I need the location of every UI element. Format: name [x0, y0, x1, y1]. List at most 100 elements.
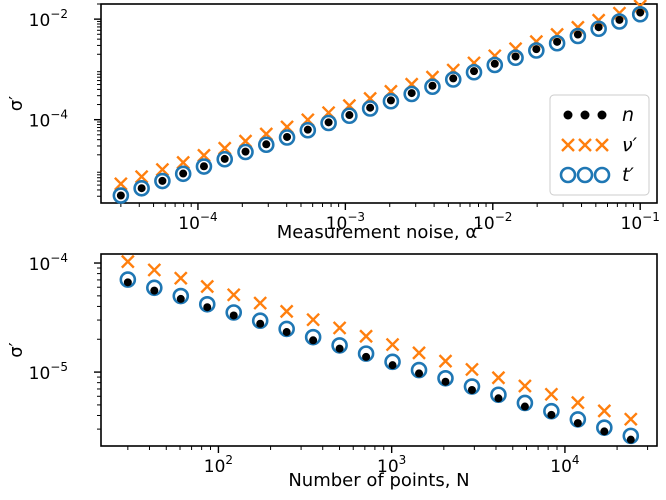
- point-n: [553, 37, 562, 46]
- legend-marker-t-prime: [576, 166, 594, 184]
- legend-box: [549, 94, 650, 196]
- x-tick-label-base: 10: [550, 457, 572, 477]
- point-n: [547, 410, 556, 419]
- point-nu-prime: [176, 155, 191, 170]
- point-n: [626, 435, 635, 444]
- point-n: [179, 169, 188, 178]
- legend-label: t′: [622, 164, 634, 186]
- point-nu-prime: [173, 271, 188, 286]
- point-t-prime: [198, 295, 216, 313]
- point-n: [520, 402, 529, 411]
- legend-marker-nu-prime: [578, 138, 592, 152]
- legend-marker-nu-prime: [595, 138, 609, 152]
- point-nu-prime: [147, 263, 162, 277]
- point-nu-prime: [465, 362, 479, 377]
- legend-marker-n: [563, 110, 573, 120]
- y-tick-label-exponent: −4: [50, 251, 68, 265]
- point-n: [203, 303, 212, 312]
- x-tick-label-exponent: −2: [495, 210, 513, 224]
- y-tick-label-base: 10: [29, 112, 51, 132]
- point-nu-prime: [412, 345, 426, 360]
- point-nu-prime: [491, 370, 506, 385]
- legend-marker-t-prime: [559, 166, 577, 184]
- x-tick-label: 10−4: [178, 210, 217, 234]
- y-axis-label: σ′: [6, 342, 27, 358]
- point-t-prime: [507, 49, 524, 67]
- y-tick-label-exponent: −2: [50, 7, 68, 21]
- y-tick-label: 10−2: [29, 7, 68, 31]
- point-n: [470, 67, 479, 76]
- x-tick-label: 103: [377, 453, 406, 477]
- x-tick-label-base: 10: [377, 457, 399, 477]
- point-nu-prime: [332, 321, 347, 335]
- point-n: [256, 319, 265, 328]
- x-tick-label-exponent: 2: [225, 453, 233, 467]
- point-n: [158, 176, 167, 185]
- point-nu-prime: [518, 379, 532, 393]
- point-t-prime: [548, 34, 566, 52]
- point-nu-prime: [571, 395, 585, 410]
- point-n: [335, 344, 344, 353]
- point-t-prime: [569, 27, 587, 45]
- point-t-prime: [225, 304, 243, 321]
- legend-marker-t-prime: [593, 166, 611, 184]
- x-tick-label: 104: [550, 453, 579, 477]
- point-nu-prime: [306, 312, 320, 327]
- legend-marker-n: [597, 110, 607, 120]
- point-t-prime: [424, 78, 441, 96]
- point-t-prime: [611, 13, 628, 30]
- point-n: [241, 147, 250, 156]
- point-n: [366, 103, 375, 112]
- plot-frame: [100, 253, 658, 447]
- point-n: [573, 30, 582, 39]
- y-axis-label: σ′: [6, 96, 27, 112]
- point-t-prime: [195, 158, 213, 175]
- point-nu-prime: [544, 387, 559, 402]
- x-axis-label: Number of points, N: [288, 470, 469, 491]
- y-tick-label: 10−4: [29, 251, 68, 275]
- point-n: [511, 52, 520, 61]
- point-n: [594, 23, 603, 32]
- x-tick-label-base: 10: [326, 214, 348, 234]
- point-n: [176, 294, 185, 303]
- point-n: [636, 8, 645, 17]
- point-t-prime: [465, 63, 483, 81]
- point-n: [428, 81, 437, 90]
- point-n: [283, 132, 292, 141]
- point-t-prime: [146, 279, 163, 297]
- x-tick-label-base: 10: [621, 214, 643, 234]
- point-n: [573, 419, 582, 428]
- point-t-prime: [174, 165, 192, 183]
- point-t-prime: [361, 100, 379, 117]
- point-t-prime: [278, 129, 296, 146]
- point-t-prime: [341, 107, 358, 125]
- x-tick-label-exponent: −4: [200, 210, 218, 224]
- y-tick-label-base: 10: [29, 364, 51, 384]
- point-nu-prime: [279, 304, 294, 319]
- point-t-prime: [486, 56, 504, 74]
- x-tick-label-exponent: −1: [642, 210, 660, 224]
- x-axis-label: Measurement noise, α′: [277, 222, 482, 243]
- point-t-prime: [631, 5, 649, 23]
- point-n: [441, 377, 450, 386]
- point-nu-prime: [253, 296, 268, 310]
- point-nu-prime: [120, 254, 135, 269]
- plot-frame: [100, 3, 658, 204]
- point-n: [262, 140, 271, 149]
- point-n: [490, 59, 499, 68]
- y-tick-label-exponent: −4: [50, 108, 68, 122]
- point-nu-prime: [359, 329, 373, 344]
- point-t-prime: [444, 71, 462, 88]
- x-tick-label-exponent: −3: [347, 210, 365, 224]
- point-t-prime: [299, 121, 317, 139]
- point-t-prime: [154, 172, 171, 190]
- point-n: [362, 352, 371, 361]
- y-tick-label: 10−4: [29, 108, 68, 132]
- y-tick-label-base: 10: [29, 255, 51, 275]
- x-tick-label-base: 10: [204, 457, 226, 477]
- x-tick-label-exponent: 4: [572, 453, 580, 467]
- x-tick-label-base: 10: [473, 214, 495, 234]
- point-nu-prime: [385, 337, 400, 352]
- point-nu-prime: [200, 279, 215, 294]
